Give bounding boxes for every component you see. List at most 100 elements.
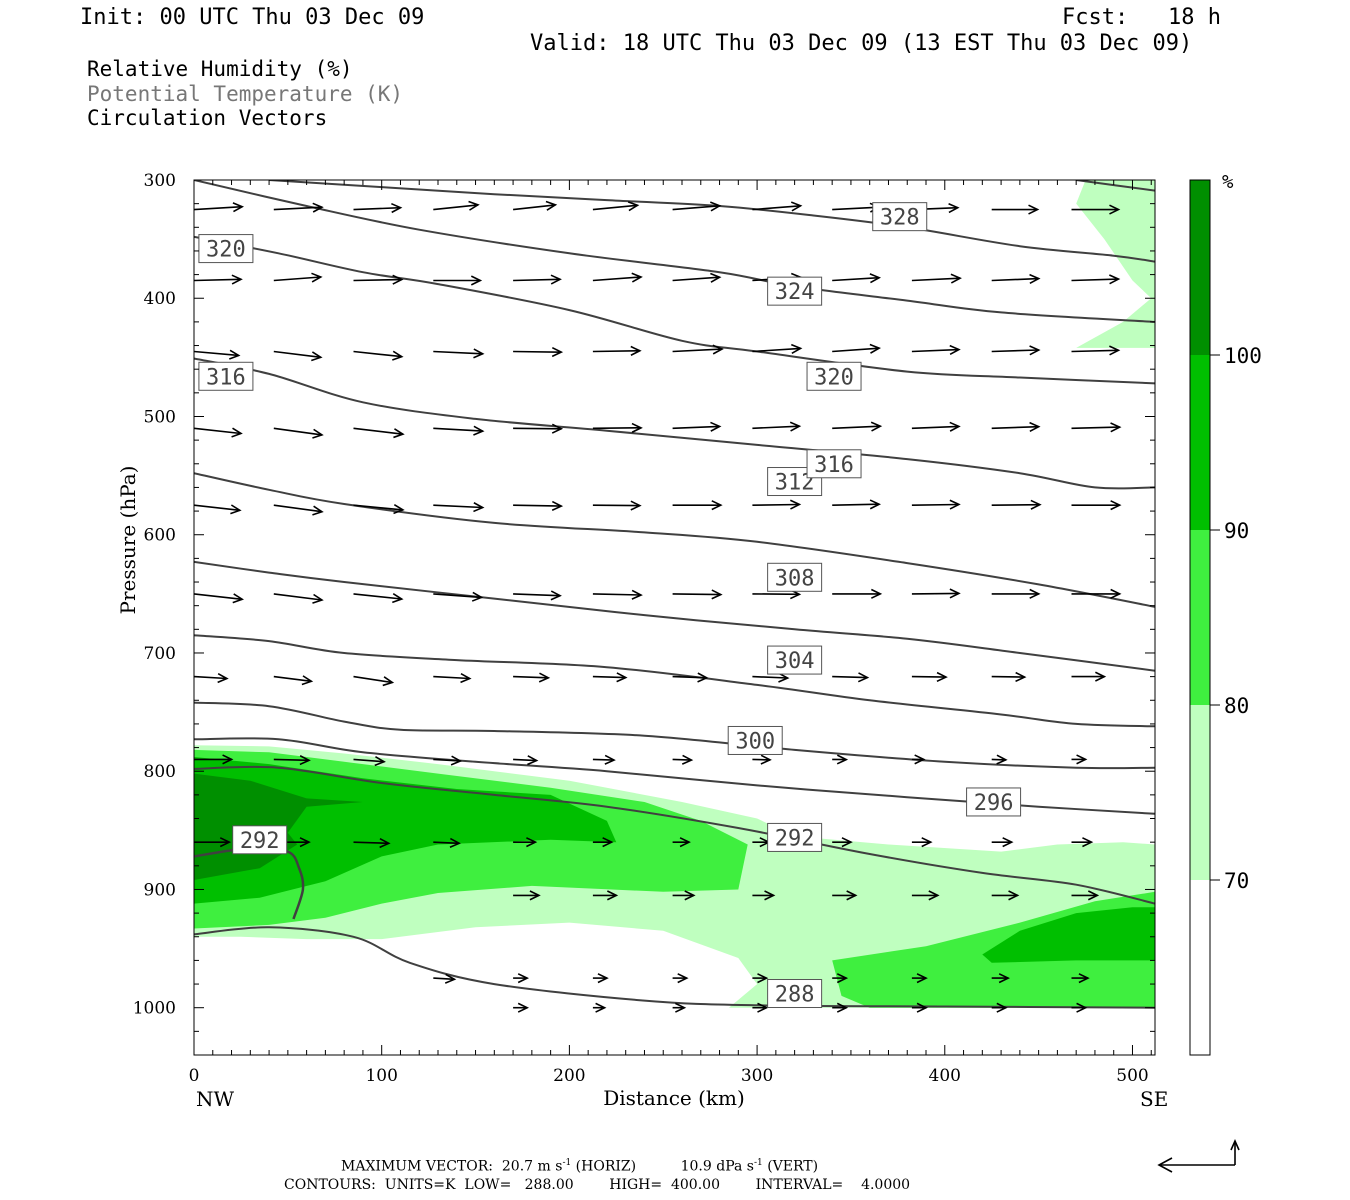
wind-vector — [991, 754, 1008, 765]
x-tick-label: 0 — [189, 1066, 200, 1086]
wind-vector — [672, 344, 724, 355]
wind-vector — [752, 973, 769, 984]
wind-vector — [513, 1002, 530, 1013]
wind-vector — [1071, 500, 1122, 511]
wind-vector — [832, 273, 881, 284]
colorbar-segment-3 — [1190, 705, 1210, 880]
wind-vector — [513, 423, 564, 434]
wind-vector — [672, 837, 691, 848]
wind-vector — [991, 204, 1040, 215]
wind-vector — [991, 671, 1027, 683]
wind-vector — [672, 272, 722, 283]
theta-label-316-0: 316 — [206, 365, 246, 390]
wind-vector — [513, 590, 562, 601]
y-tick-label: 400 — [144, 289, 176, 309]
wind-vector — [991, 345, 1041, 356]
wind-vector — [911, 588, 961, 599]
y-tick-label: 1000 — [133, 999, 176, 1019]
wind-vector — [832, 837, 853, 848]
theta-label-320-1: 320 — [814, 365, 854, 390]
wind-vector — [433, 672, 472, 684]
wind-vector — [592, 890, 619, 901]
wind-vector — [194, 593, 245, 604]
wind-vector — [433, 502, 485, 513]
wind-vector — [273, 755, 311, 766]
theta-label-box-296-0 — [966, 787, 1022, 817]
wind-vector — [991, 588, 1041, 599]
wind-vector — [194, 754, 234, 765]
colorbar-segment-2 — [1190, 530, 1210, 705]
wind-vector — [1071, 754, 1088, 765]
max-vector-label: MAXIMUM VECTOR: — [341, 1158, 493, 1175]
theta-contour-312 — [194, 472, 1155, 608]
contour-info: CONTOURS: UNITS=K LOW= 288.00 HIGH= 400.… — [284, 1177, 911, 1193]
x-tick-label: 500 — [1116, 1066, 1148, 1086]
wind-vector — [832, 973, 849, 984]
max-vector-vert-tag: (VERT) — [767, 1158, 819, 1175]
max-vector-horiz-tag: (HORIZ) — [575, 1158, 637, 1175]
max-vector-vert: 10.9 dPa s — [680, 1158, 754, 1175]
axes: 300 400 500 600 700 800 900 1000 0 100 200 300 400 50… — [133, 171, 1155, 1086]
wind-vector — [353, 350, 404, 361]
wind-vector — [832, 890, 858, 901]
theta-label-box-304-0 — [767, 645, 823, 675]
theta-label-box-320-0 — [198, 234, 254, 264]
wind-vector — [1071, 890, 1100, 901]
wind-vector — [911, 671, 948, 683]
wind-vector — [991, 421, 1041, 433]
wind-vector — [672, 421, 722, 432]
wind-vector — [672, 890, 696, 901]
theta-contour-328 — [269, 180, 1155, 263]
y-tick-label: 600 — [144, 526, 176, 546]
wind-vector — [991, 1002, 1008, 1013]
wind-vector — [911, 499, 961, 510]
wind-vector — [832, 588, 883, 599]
wind-vector — [592, 754, 616, 765]
vector-layer — [194, 200, 1122, 1013]
wind-vector — [433, 200, 480, 211]
wind-vector — [832, 499, 882, 510]
wind-vector — [592, 589, 643, 600]
wind-vector — [194, 837, 232, 848]
wind-vector — [433, 755, 463, 766]
wind-vector — [1071, 588, 1122, 599]
wind-vector — [911, 973, 928, 984]
max-vector-vert-sup: -1 — [753, 1158, 763, 1168]
wind-vector — [1071, 274, 1121, 285]
wind-vector — [1071, 345, 1121, 356]
theta-contour-316 — [194, 357, 1155, 490]
wind-vector — [513, 973, 530, 984]
wind-vector — [752, 499, 802, 510]
wind-vector — [433, 275, 483, 286]
y-tick-label: 700 — [144, 644, 176, 664]
y-axis-label: Pressure (hPa) — [116, 466, 140, 615]
wind-vector — [513, 274, 562, 285]
wind-vector — [273, 272, 323, 283]
theta-label-box-288-0 — [767, 979, 823, 1009]
wind-vector — [911, 273, 962, 284]
wind-vector — [752, 754, 772, 765]
theta-label-288-0: 288 — [775, 983, 815, 1008]
wind-vector — [752, 201, 803, 212]
wind-vector — [672, 754, 694, 765]
wind-vector — [672, 500, 723, 511]
wind-vector — [1071, 1002, 1088, 1013]
wind-vector — [752, 1002, 769, 1013]
wind-vector — [353, 504, 405, 515]
wind-vector — [991, 973, 1010, 984]
wind-vector — [832, 202, 882, 213]
wind-vector — [513, 755, 539, 766]
theta-contour-304 — [194, 634, 1155, 728]
wind-vector — [832, 343, 881, 354]
wind-vector — [513, 346, 564, 358]
legend-vectors: Circulation Vectors — [87, 106, 328, 130]
theta-label-box-316-1 — [806, 449, 862, 479]
y-tick-label: 300 — [144, 171, 176, 191]
wind-vector — [672, 1002, 687, 1013]
x-tick-label: 200 — [553, 1066, 585, 1086]
wind-vector — [592, 1002, 607, 1013]
wind-vector — [353, 675, 395, 687]
theta-contour-308 — [194, 560, 1155, 672]
wind-vector — [513, 500, 564, 512]
